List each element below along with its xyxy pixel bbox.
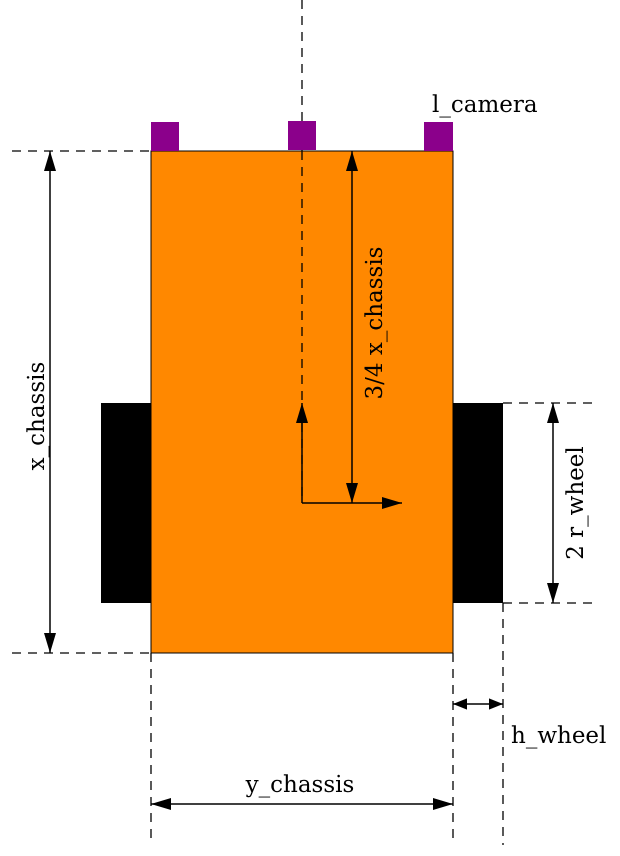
- camera-left: [151, 122, 179, 151]
- chassis: [150, 150, 454, 654]
- two-r-wheel-label: 2 r_wheel: [563, 446, 589, 560]
- left-wheel: [101, 403, 151, 603]
- h-wheel-label: h_wheel: [511, 723, 606, 749]
- l-camera-label: l_camera: [432, 92, 538, 118]
- three-quarter-x-chassis-label: 3/4 x_chassis: [362, 247, 388, 400]
- right-wheel: [453, 403, 503, 603]
- camera-center: [288, 121, 316, 150]
- camera-right: [424, 122, 453, 151]
- y-chassis-label: y_chassis: [245, 772, 355, 798]
- x-chassis-label: x_chassis: [24, 362, 50, 471]
